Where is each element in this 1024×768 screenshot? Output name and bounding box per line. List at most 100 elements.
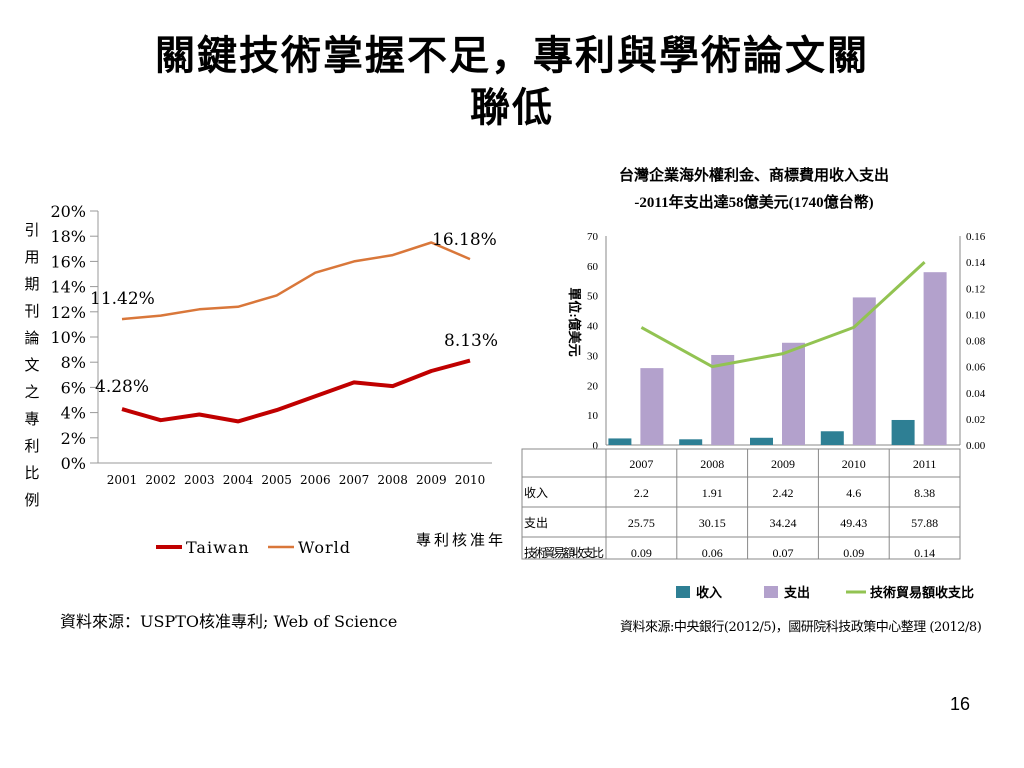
slide-title: 關鍵技術掌握不足，專利與學術論文關 聯低 [0,30,1024,134]
left-chart-ytick: 18% [50,227,86,246]
left-chart-ytick: 14% [50,278,86,297]
left-chart-ytick: 8% [61,353,86,372]
right-chart-table-cell: 49.43 [840,516,867,530]
right-chart-table-cell: 0.07 [773,546,794,560]
left-chart-ytick: 20% [50,202,86,221]
right-chart-table-cell: 30.15 [699,516,726,530]
right-chart-table-cell: 4.6 [846,486,861,500]
left-chart-xtick: 2002 [145,473,176,487]
left-chart-ylabel-char: 用 [24,248,39,266]
page-number: 16 [949,694,970,714]
left-chart-ytick: 16% [50,252,86,271]
right-chart-table-cell: 34.24 [770,516,797,530]
right-chart-bar-expense [923,272,947,445]
right-chart-table-cell: 0.09 [631,546,652,560]
left-chart-data-label: 4.28% [95,377,149,397]
left-chart-ylabel-char: 引 [24,221,39,239]
right-chart-y2tick: 0.10 [966,309,986,321]
right-chart-y2tick: 0.04 [966,388,986,400]
right-chart-legend-label: 收入 [696,585,722,600]
right-chart-xtick: 2007 [629,457,653,471]
left-chart-ytick: 6% [61,378,86,397]
right-chart-table-cell: 2.42 [773,486,794,500]
right-chart-y2tick: 0.08 [966,336,986,348]
left-chart-xtick: 2009 [416,473,447,487]
left-chart-series-world-line [121,241,471,321]
left-chart-xtick: 2003 [184,473,215,487]
left-chart-xtick: 2005 [261,473,292,487]
right-chart-legend-label: 技術貿易額收支比 [870,585,974,600]
right-chart-table-cell: 8.38 [914,486,935,500]
right-chart-ytick: 30 [587,350,599,362]
left-chart-xtick: 2001 [107,473,138,487]
right-chart-title: 台灣企業海外權利金、商標費用收入支出 [619,166,889,184]
left-chart-ytick: 0% [61,454,86,473]
right-chart-y2tick: 0.12 [966,283,985,295]
left-chart-ylabel-char: 專 [24,410,39,428]
right-chart-bar-expense [640,368,664,445]
right-chart-table-cell: 57.88 [911,516,938,530]
left-chart-data-label: 8.13% [444,331,498,351]
right-chart-legend-swatch [676,586,690,598]
right-chart-table-cell: 0.14 [914,546,935,560]
right-chart-table-border [521,448,961,560]
source-note-left: 資料來源：USPTO核准專利; Web of Science [60,612,398,631]
left-chart-series-taiwan-line [121,358,471,424]
left-chart-xlabel: 專利核准年 [416,531,506,549]
left-chart-xtick: 2010 [455,473,486,487]
right-chart-bar-expense [711,354,735,445]
right-chart-xtick: 2011 [913,457,937,471]
right-chart-bar-income [891,419,915,445]
left-chart-ylabel-char: 文 [24,356,39,374]
left-chart-legend-label: World [298,538,351,557]
left-chart-ylabel-char: 刊 [24,302,39,320]
right-chart-subtitle: -2011年支出達58億美元(1740億台幣) [634,193,873,211]
left-chart-ytick: 4% [61,404,86,423]
right-chart-table-cell: 1.91 [702,486,723,500]
left-chart-ylabel-char: 例 [24,491,39,509]
right-chart-table-row-label: 支出 [524,516,548,530]
right-chart-ytick: 50 [587,291,599,303]
right-chart-table-cell: 0.09 [843,546,864,560]
right-chart-y2tick: 0.00 [966,440,986,452]
left-chart-xtick: 2004 [223,473,254,487]
right-chart-bar-income [750,437,773,445]
right-chart-ytick: 60 [587,261,599,273]
right-chart-table-cell: 0.06 [702,546,723,560]
right-chart-ytick: 0 [593,440,599,452]
right-chart-table-row-label: 技術貿易額收支比 [524,546,604,560]
right-chart-ytick: 10 [587,410,599,422]
left-chart-legend-label: Taiwan [186,538,250,557]
left-chart-xtick: 2007 [339,473,370,487]
right-chart-bar-income [608,438,632,445]
left-chart-ytick: 2% [61,429,86,448]
left-chart-data-label: 11.42% [90,289,155,309]
left-chart-ylabel-char: 期 [24,275,39,293]
right-chart-table-cell: 25.75 [628,516,655,530]
right-chart-xtick: 2008 [700,457,724,471]
left-chart-ytick: 12% [50,303,86,322]
left-chart-ylabel-char: 利 [24,437,39,455]
right-chart-legend-label: 支出 [783,585,810,600]
right-chart-ratio-line [640,260,926,369]
right-chart-bar-income [679,439,703,445]
right-chart-ytick: 20 [587,380,599,392]
right-chart-bar-income [820,431,844,445]
right-chart-xtick: 2010 [842,457,866,471]
right-chart-y2tick: 0.14 [966,257,986,269]
right-chart-legend-swatch [764,586,778,598]
right-chart-y2tick: 0.06 [966,362,986,374]
right-chart-bar-expense [852,297,876,445]
left-chart-data-label: 16.18% [432,230,497,250]
left-chart-ylabel-char: 比 [24,464,39,482]
left-chart-ytick: 10% [50,328,86,347]
slide-title-line-2: 聯低 [470,84,554,131]
right-chart-ylabel: 單位:億美元 [567,287,582,356]
right-chart-table-cell: 2.2 [634,486,649,500]
source-note-right: 資料來源:中央銀行(2012/5)，國研院科技政策中心整理 (2012/8) [620,620,982,635]
left-chart-xtick: 2008 [377,473,408,487]
right-chart-bar-expense [782,342,805,445]
left-chart-xtick: 2006 [300,473,331,487]
right-chart-xtick: 2009 [771,457,795,471]
